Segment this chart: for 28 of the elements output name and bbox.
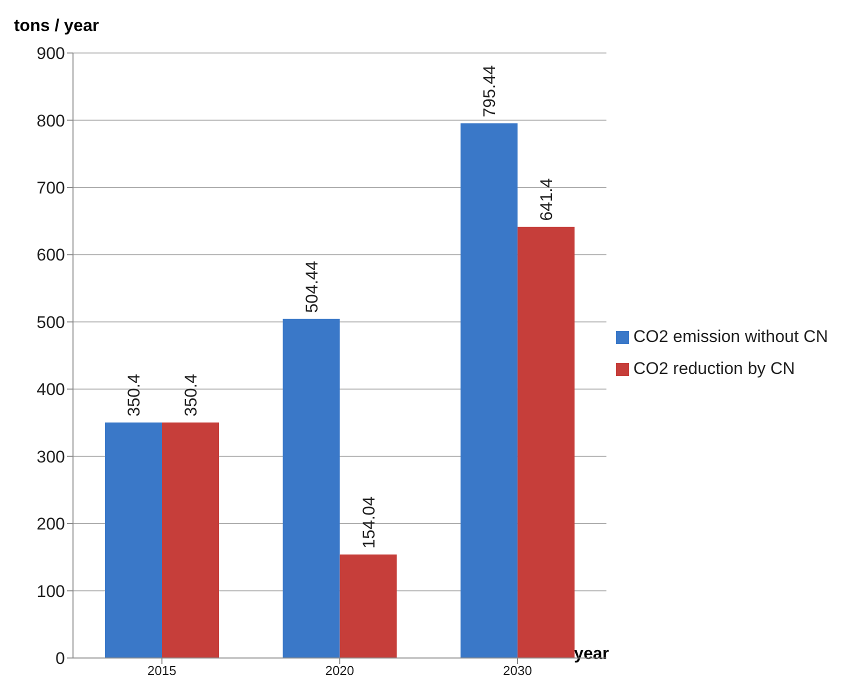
bar: [105, 422, 162, 658]
y-tick-label: 800: [36, 111, 65, 130]
bar: [340, 554, 397, 658]
x-tick-label: 2015: [147, 663, 176, 678]
y-tick-label: 600: [36, 246, 65, 265]
data-label: 641.4: [537, 178, 556, 221]
y-axis-title: tons / year: [14, 16, 100, 36]
data-label: 350.4: [124, 374, 144, 416]
data-label: 154.04: [359, 496, 378, 548]
bar: [282, 318, 340, 658]
data-label: 350.4: [182, 374, 201, 416]
x-tick-label: 2020: [325, 663, 354, 678]
x-tick-label: 2030: [503, 663, 532, 678]
y-tick-label: 100: [36, 582, 65, 601]
legend-label: CO2 reduction by CN: [633, 359, 795, 378]
y-tick-label: 500: [36, 312, 65, 332]
y-tick-label: 0: [56, 649, 65, 668]
y-tick-label: 300: [36, 447, 65, 466]
y-tick-label: 700: [36, 178, 65, 198]
y-tick-label: 200: [36, 514, 65, 534]
y-tick-label: 900: [36, 44, 65, 64]
bar: [162, 422, 220, 658]
data-label: 795.44: [480, 65, 500, 118]
data-label: 504.44: [302, 260, 322, 313]
bar: [460, 123, 518, 658]
legend-label: CO2 emission without CN: [633, 327, 828, 346]
bar: [518, 226, 575, 658]
y-tick-label: 400: [36, 380, 65, 400]
